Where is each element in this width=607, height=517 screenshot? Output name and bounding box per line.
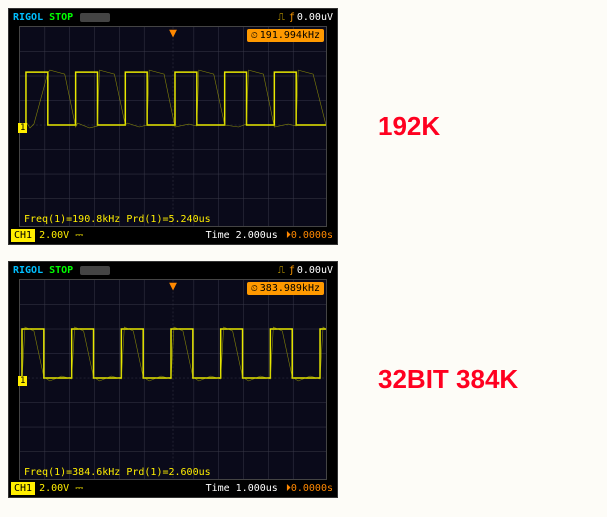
time-offset: ⏵0.0000s bbox=[286, 483, 333, 494]
memory-bar bbox=[80, 266, 110, 275]
channel-marker: 1 bbox=[18, 376, 27, 386]
run-status: STOP bbox=[49, 265, 73, 276]
waveform-display: 383.989kHz 1 Freq(1)=384.6kHz Prd(1)=2.6… bbox=[19, 279, 327, 480]
channel-scale: 2.00V ⎓ bbox=[39, 230, 83, 241]
top-bar: RIGOL STOP ⎍ ƒ 0.00uV bbox=[9, 9, 337, 26]
time-scale: Time 2.000us bbox=[206, 230, 278, 241]
trigger-position-marker: ▼ bbox=[169, 279, 177, 294]
edge-icon: ⎍ bbox=[278, 12, 285, 23]
grid-lines bbox=[20, 27, 326, 226]
channel-marker: 1 bbox=[18, 123, 27, 133]
oscilloscope-bottom: RIGOL STOP ⎍ ƒ 0.00uV ▼ bbox=[8, 261, 338, 498]
timebase-info: Time 2.000us ⏵0.0000s bbox=[206, 230, 333, 241]
slope-icon: ƒ bbox=[289, 12, 295, 23]
timebase-info: Time 1.000us ⏵0.0000s bbox=[206, 483, 333, 494]
trigger-level: 0.00uV bbox=[297, 12, 333, 23]
slope-icon: ƒ bbox=[289, 265, 295, 276]
caption-bottom: 32BIT 384K bbox=[378, 364, 518, 395]
freq-counter-badge: 383.989kHz bbox=[247, 282, 324, 295]
trigger-readout: ⎍ ƒ 0.00uV bbox=[278, 265, 333, 276]
edge-icon: ⎍ bbox=[278, 265, 285, 276]
run-status: STOP bbox=[49, 12, 73, 23]
measurement-text: Freq(1)=190.8kHz Prd(1)=5.240us bbox=[24, 214, 211, 225]
caption-top: 192K bbox=[378, 111, 440, 142]
bottom-bar: CH1 2.00V ⎓ Time 1.000us ⏵0.0000s bbox=[9, 480, 337, 497]
brand-label: RIGOL bbox=[13, 265, 43, 276]
channel-label: CH1 bbox=[11, 229, 35, 242]
trigger-position-marker: ▼ bbox=[169, 26, 177, 41]
waveform-display: 191.994kHz 1 Freq(1)=190.8kHz Prd(1)=5.2… bbox=[19, 26, 327, 227]
waveform-svg bbox=[20, 280, 326, 479]
bottom-bar: CH1 2.00V ⎓ Time 2.000us ⏵0.0000s bbox=[9, 227, 337, 244]
channel-scale: 2.00V ⎓ bbox=[39, 483, 83, 494]
measurement-text: Freq(1)=384.6kHz Prd(1)=2.600us bbox=[24, 467, 211, 478]
grid-lines bbox=[20, 280, 326, 479]
trigger-readout: ⎍ ƒ 0.00uV bbox=[278, 12, 333, 23]
memory-bar bbox=[80, 13, 110, 22]
waveform-svg bbox=[20, 27, 326, 226]
time-offset: ⏵0.0000s bbox=[286, 230, 333, 241]
brand-label: RIGOL bbox=[13, 12, 43, 23]
time-scale: Time 1.000us bbox=[206, 483, 278, 494]
trigger-level: 0.00uV bbox=[297, 265, 333, 276]
top-bar: RIGOL STOP ⎍ ƒ 0.00uV bbox=[9, 262, 337, 279]
oscilloscope-top: RIGOL STOP ⎍ ƒ 0.00uV ▼ bbox=[8, 8, 338, 245]
channel-label: CH1 bbox=[11, 482, 35, 495]
freq-counter-badge: 191.994kHz bbox=[247, 29, 324, 42]
